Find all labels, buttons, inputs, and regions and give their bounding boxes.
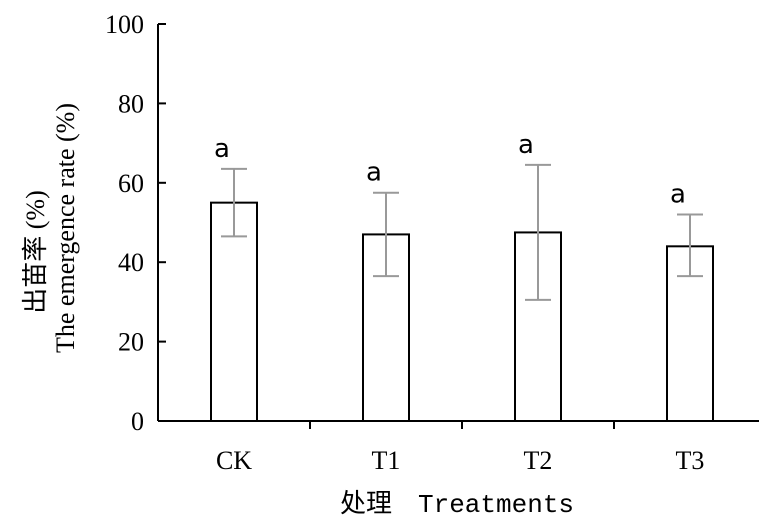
bars: [210, 201, 714, 422]
y-tick-label: 80: [118, 89, 144, 118]
labels: 0 20 40 60 80 100 a CK a T1 a T2 a T3: [105, 10, 704, 475]
x-axis-label-en: Treatments: [418, 490, 574, 519]
y-axis-label-cn: 出苗率 (%): [21, 190, 50, 313]
significance-label: a: [366, 158, 382, 188]
significance-label: a: [670, 180, 686, 210]
y-tick-label: 20: [118, 328, 144, 357]
x-tick-label: T3: [676, 446, 705, 475]
x-tick-label: T1: [372, 446, 401, 475]
y-tick-label: 0: [131, 407, 144, 436]
error-bars: [221, 163, 703, 301]
significance-label: a: [518, 130, 534, 160]
y-tick-label: 40: [118, 248, 144, 277]
axes: [157, 23, 759, 429]
significance-label: a: [214, 134, 230, 164]
bar: [210, 201, 258, 422]
x-tick-label: CK: [216, 446, 252, 475]
x-axis-label-cn: 处理: [340, 489, 392, 519]
y-axis-label-en: The emergence rate (%): [51, 103, 80, 353]
y-tick-label: 60: [118, 169, 144, 198]
x-tick-label: T2: [524, 446, 553, 475]
y-tick-label: 100: [105, 10, 144, 39]
